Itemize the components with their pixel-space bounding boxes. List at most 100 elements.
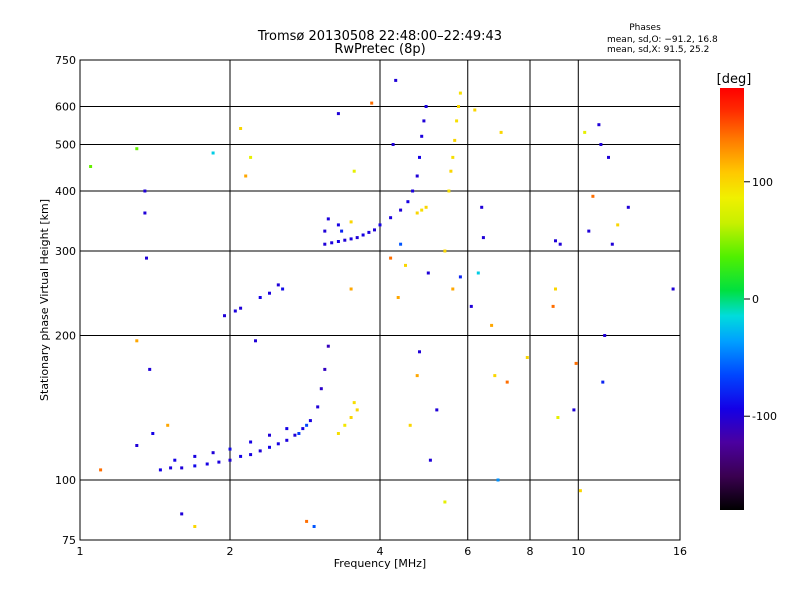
x-tick-label: 6 (464, 545, 471, 558)
data-point (158, 468, 162, 472)
data-point (373, 228, 376, 232)
data-point (447, 189, 451, 193)
x-tick-label: 1 (77, 545, 84, 558)
data-point (626, 205, 630, 209)
data-point (340, 229, 344, 233)
data-point (281, 287, 285, 291)
data-point (599, 143, 603, 146)
data-point (458, 275, 462, 279)
x-tick-label: 2 (227, 545, 234, 558)
data-point (312, 525, 316, 528)
data-point (135, 444, 139, 447)
axis-ticks: 1 2 4 6 8 10 16 75 100 200 300 400 500 600 750 (55, 54, 687, 558)
y-tick-label: 500 (55, 139, 76, 152)
data-point (418, 155, 421, 159)
data-point (490, 323, 494, 327)
data-point (556, 416, 560, 419)
data-point (323, 367, 327, 371)
data-point (505, 380, 509, 384)
data-point (244, 174, 248, 178)
data-point (145, 256, 148, 260)
data-point (180, 466, 184, 470)
y-axis-label: Stationary phase Virtual Height [km] (38, 199, 51, 401)
data-point (558, 242, 562, 246)
data-point (554, 287, 557, 291)
data-point (276, 283, 280, 287)
phase-heading: Phases (629, 23, 661, 33)
data-point (415, 374, 419, 378)
data-point (336, 112, 340, 116)
data-point (326, 344, 330, 348)
data-point (451, 287, 455, 291)
data-point (228, 447, 232, 451)
x-tick-label: 16 (673, 545, 687, 558)
data-point (143, 189, 147, 193)
data-point (205, 462, 209, 466)
grid-lines (80, 60, 680, 540)
data-point (239, 306, 243, 310)
colorbar-tick-label: -100 (752, 410, 777, 423)
data-point (249, 155, 253, 159)
data-point (343, 423, 347, 427)
colorbar-tick-label: 0 (752, 293, 759, 306)
data-point (211, 451, 215, 455)
data-point (193, 454, 197, 458)
data-point (367, 230, 371, 234)
data-point (399, 208, 403, 212)
data-point (305, 519, 309, 523)
data-point (151, 432, 155, 435)
phase-stat-o: mean, sd,O: −91.2, 16.8 (607, 35, 718, 45)
phase-stat-x: mean, sd,X: 91.5, 25.2 (607, 45, 709, 55)
data-point (308, 419, 312, 423)
data-point (476, 271, 480, 275)
data-point (499, 130, 503, 134)
data-point (607, 155, 610, 159)
data-point (316, 405, 320, 409)
colorbar (720, 88, 744, 510)
data-point (420, 134, 424, 138)
data-point (610, 242, 614, 246)
data-point (574, 361, 578, 365)
data-point (597, 123, 601, 127)
data-point (193, 464, 197, 468)
y-tick-label: 600 (55, 101, 76, 114)
data-point (424, 105, 428, 108)
data-point (391, 143, 395, 146)
data-point (211, 151, 215, 155)
x-tick-label: 8 (527, 545, 534, 558)
data-point (415, 211, 419, 215)
data-point (135, 339, 139, 343)
data-point (389, 256, 393, 260)
data-point (601, 380, 605, 384)
data-point (396, 296, 400, 299)
data-point (336, 240, 340, 243)
data-point (361, 233, 365, 237)
data-point (352, 401, 356, 405)
data-point (330, 241, 334, 245)
data-point (591, 194, 595, 198)
data-point (173, 458, 177, 462)
data-point (285, 438, 289, 442)
data-point (394, 78, 398, 82)
data-point (349, 416, 353, 419)
data-point (449, 169, 453, 173)
data-point (268, 445, 271, 449)
y-tick-label: 200 (55, 330, 76, 343)
data-point (480, 205, 484, 209)
data-point (493, 374, 497, 378)
colorbar-ticks: 100 0 -100 (744, 176, 777, 423)
data-point (473, 108, 477, 112)
data-point (551, 304, 555, 308)
y-tick-label: 750 (55, 54, 76, 67)
data-point (422, 119, 426, 123)
data-point (319, 387, 323, 391)
data-point (443, 249, 447, 253)
data-point (525, 356, 529, 359)
data-point (435, 408, 439, 412)
data-point (268, 291, 271, 295)
data-point (428, 458, 432, 462)
data-point (399, 242, 403, 246)
data-point (496, 478, 500, 482)
data-point (424, 205, 428, 209)
